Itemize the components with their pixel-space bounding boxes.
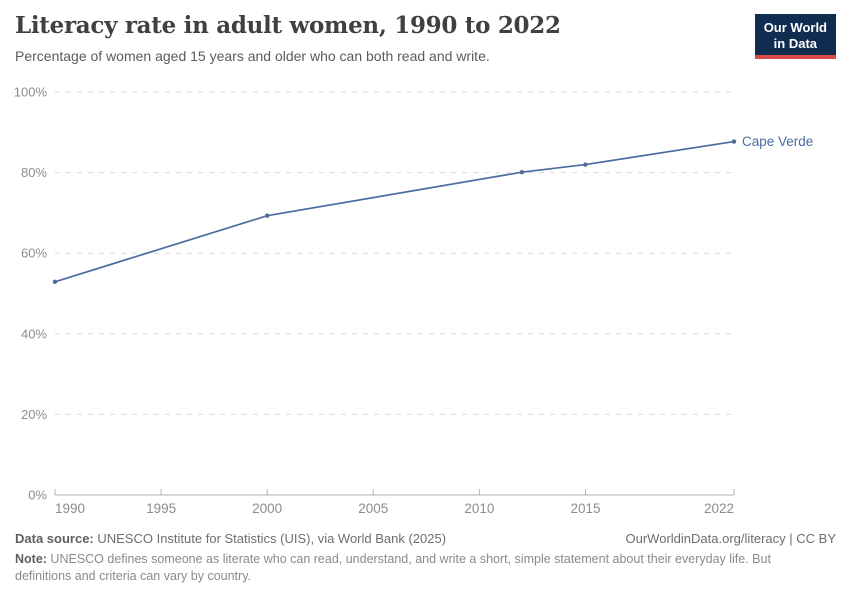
y-tick-label: 20% [21, 407, 47, 422]
x-tick-label: 2010 [464, 501, 494, 516]
data-point[interactable] [731, 139, 737, 144]
data-point[interactable] [264, 213, 270, 218]
data-point[interactable] [519, 169, 525, 175]
x-tick-label: 1990 [55, 501, 85, 516]
y-tick-label: 100% [14, 85, 48, 100]
line-chart[interactable]: 0% 20% 40% 60% 80% 100% 1990 1995 2000 2005 2010 20… [0, 0, 850, 528]
x-tick-label: 1995 [146, 501, 176, 516]
y-tick-label: 0% [28, 488, 47, 503]
license-link[interactable]: OurWorldinData.org/literacy | CC BY [625, 531, 836, 546]
series-line[interactable] [54, 140, 735, 283]
chart-title: Literacy rate in adult women, 1990 to 20… [15, 12, 561, 39]
data-source-text: UNESCO Institute for Statistics (UIS), v… [93, 531, 447, 546]
data-point[interactable] [583, 162, 588, 167]
data-point[interactable] [52, 279, 58, 285]
x-tick-label: 2005 [358, 501, 388, 516]
y-tick-label: 60% [21, 246, 47, 261]
data-source-label: Data source: [15, 531, 94, 546]
x-tick-label: 2015 [570, 501, 600, 516]
note-text: UNESCO defines someone as literate who c… [15, 552, 771, 584]
y-tick-label: 40% [21, 326, 47, 341]
data-source-line: Data source: UNESCO Institute for Statis… [15, 531, 446, 546]
chart-note: Note: UNESCO defines someone as literate… [15, 551, 827, 586]
owid-logo[interactable]: Our World in Data [754, 14, 836, 60]
owid-logo-line2: in Data [773, 35, 818, 51]
owid-logo-line1: Our World [763, 20, 827, 35]
note-label: Note: [15, 552, 47, 566]
entity-label[interactable]: Cape Verde [742, 134, 813, 149]
y-tick-label: 80% [21, 165, 47, 180]
x-tick-label: 2022 [704, 501, 734, 516]
x-tick-label: 2000 [252, 501, 282, 516]
chart-subtitle: Percentage of women aged 15 years and ol… [15, 47, 490, 64]
chart-header: Literacy rate in adult women, 1990 to 20… [15, 12, 755, 65]
chart-footer: Data source: UNESCO Institute for Statis… [15, 531, 836, 586]
